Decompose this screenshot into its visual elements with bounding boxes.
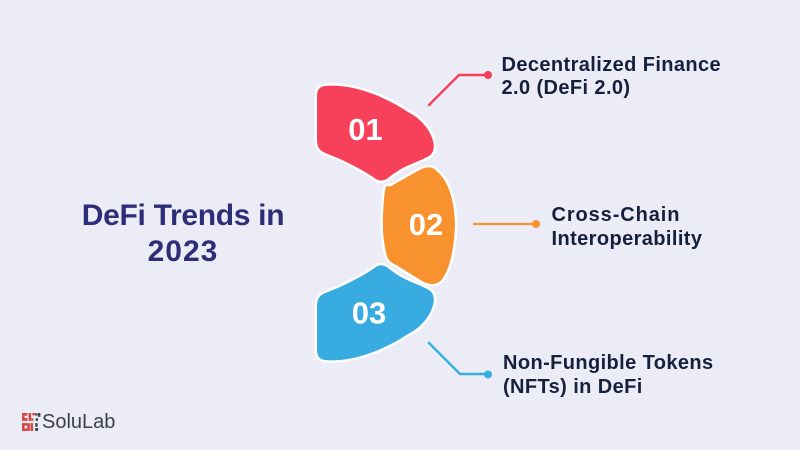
svg-text:02: 02 — [409, 207, 443, 242]
svg-text:01: 01 — [348, 112, 382, 147]
svg-text:03: 03 — [352, 296, 386, 331]
